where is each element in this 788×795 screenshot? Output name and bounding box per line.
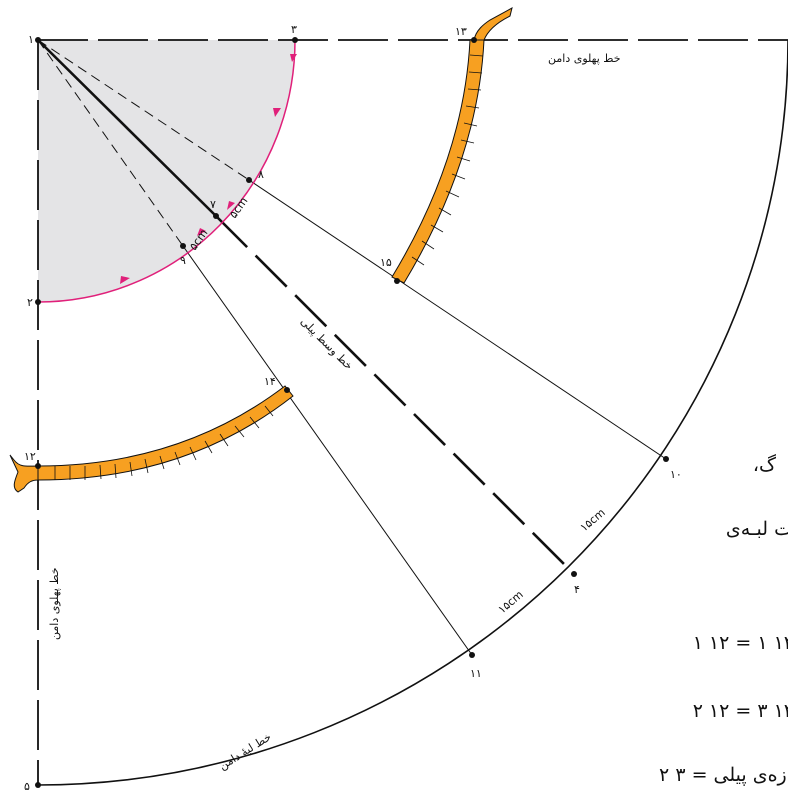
point-label-15: ۱۵ <box>380 256 392 269</box>
point-label-10: ۱۰ <box>670 468 682 481</box>
arrow-icon <box>273 108 281 117</box>
point-1-dot <box>35 37 41 43</box>
diagonal-label: خط وسط پیلی <box>298 315 356 373</box>
point-label-8: ۸ <box>258 168 264 181</box>
point-2-dot <box>35 299 41 305</box>
text-line-1: گ، <box>752 454 776 476</box>
point-label-14: ۱۴ <box>264 375 276 388</box>
pleat-band-lower <box>9 385 294 493</box>
diagonal-center-solid <box>37 39 217 217</box>
point-label-9: ۹ <box>180 254 186 267</box>
line-9-11 <box>182 245 473 656</box>
line-8-10 <box>248 179 667 460</box>
point-label-3: ۳ <box>291 23 297 36</box>
point-8-dot <box>246 177 252 183</box>
text-line-5: ازه‌ی پیلی = ۳ ۲ <box>659 764 788 786</box>
diagonal-dashed-8 <box>37 39 250 181</box>
point-12-dot <box>35 463 41 469</box>
point-14-dot <box>284 387 290 393</box>
diagonal-center-dashed <box>215 215 575 575</box>
point-label-5: ۵ <box>24 780 30 793</box>
hem-line-label: خط لبهٔ دامن <box>217 730 274 772</box>
point-label-11: ۱۱ <box>470 667 482 680</box>
point-label-2: ۲ <box>27 296 33 309</box>
point-label-1: ۱ <box>28 33 34 46</box>
point-3-dot <box>292 37 298 43</box>
side-line-top-label: خط پهلوی دامن <box>548 52 621 65</box>
point-10-dot <box>663 456 669 462</box>
text-line-2: ت لبـه‌ی <box>725 518 788 540</box>
text-line-4: ۲ ۱۲ = ۳ ۱۲ <box>692 700 788 722</box>
side-line-left-label: خط پهلوی دامن <box>48 567 61 640</box>
arrow-icon <box>290 54 297 62</box>
point-5-dot <box>35 782 41 788</box>
arrow-icon <box>227 201 235 210</box>
arrow-icon <box>197 228 206 236</box>
point-9-dot <box>180 243 186 249</box>
diagonal-dashed-9 <box>37 39 184 247</box>
point-4-dot <box>571 571 577 577</box>
cm-label-15-b: ۱۵cm <box>496 588 526 616</box>
arrow-icon <box>120 276 130 284</box>
point-label-4: ۴ <box>574 583 580 596</box>
waist-quarter-fill <box>38 40 295 302</box>
point-label-12: ۱۲ <box>24 450 36 463</box>
point-label-13: ۱۳ <box>455 25 467 38</box>
point-label-7: ۷ <box>210 198 216 211</box>
point-13-dot <box>471 37 477 43</box>
point-7-dot <box>213 213 219 219</box>
pleat-band-upper <box>391 7 513 284</box>
point-15-dot <box>394 278 400 284</box>
hem-arc <box>37 39 788 786</box>
waist-arc <box>37 39 296 303</box>
point-11-dot <box>469 652 475 658</box>
text-line-3: ۱ ۱۲ = ۱ ۱۲ <box>692 632 788 654</box>
